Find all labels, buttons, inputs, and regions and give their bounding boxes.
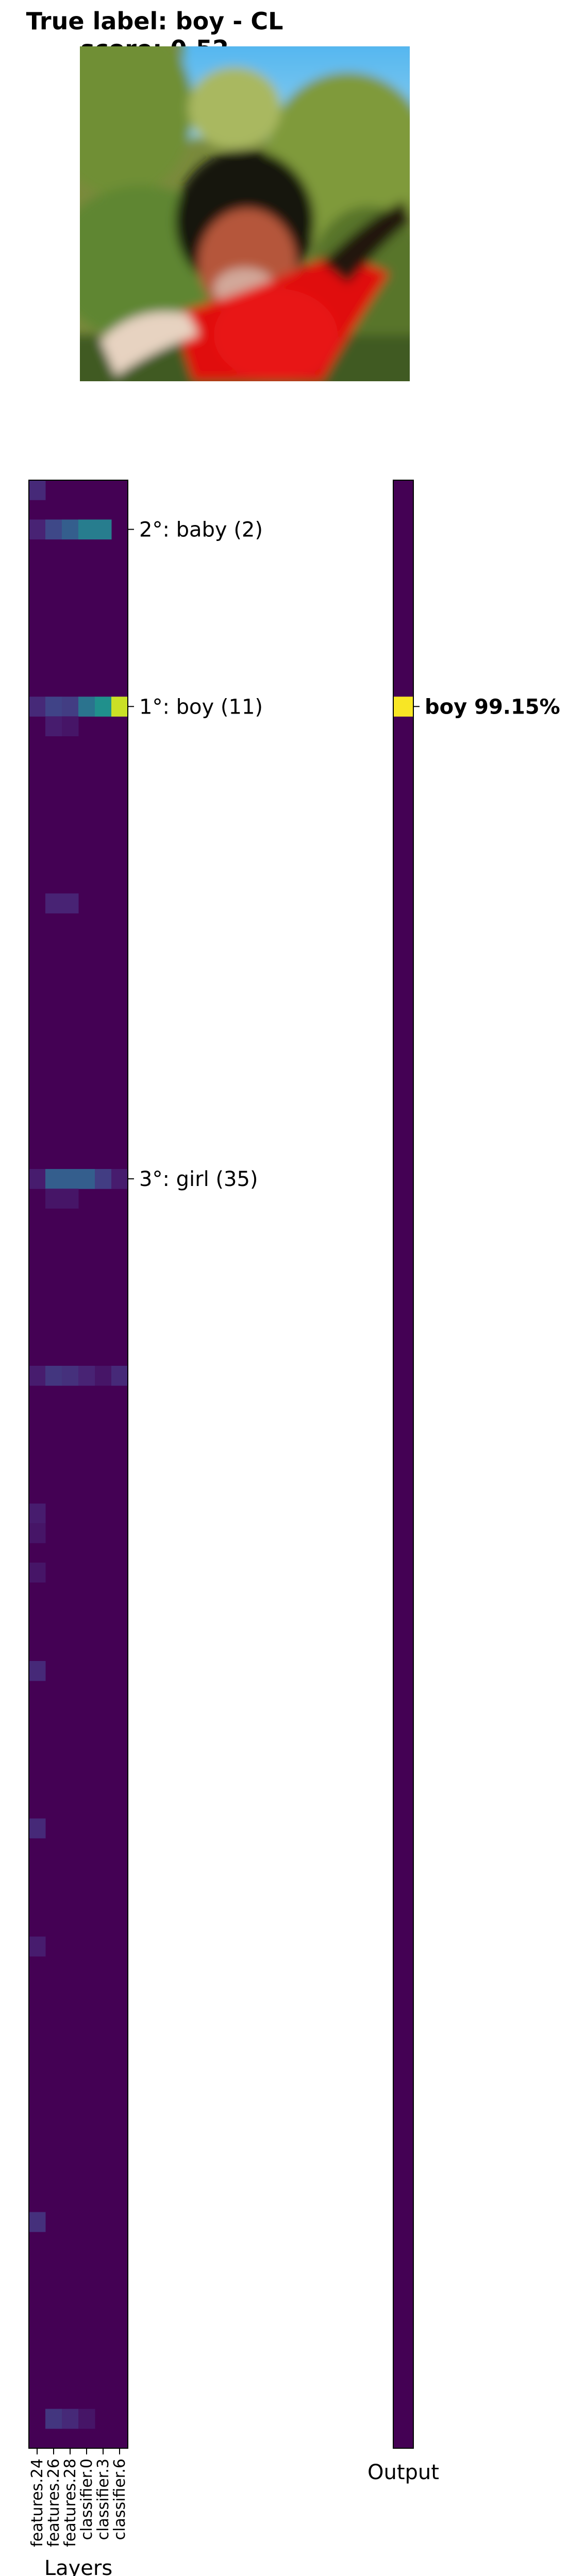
- x-tick-label: classifier.0: [78, 2459, 96, 2540]
- heatmap-cell: [111, 697, 128, 717]
- heatmap-cell: [29, 2212, 46, 2232]
- row-tick-label: 2°: baby (2): [139, 518, 263, 542]
- heatmap-cell: [29, 1661, 46, 1681]
- heatmap-cell: [62, 893, 79, 913]
- heatmap-cell: [95, 519, 112, 539]
- x-tick-label: features.24: [28, 2459, 46, 2547]
- row-tick-label: boy 99.15%: [425, 695, 560, 719]
- heatmap-background: [29, 480, 128, 2448]
- x-tick-label: classifier.3: [94, 2459, 112, 2540]
- heatmap-cell: [62, 519, 79, 539]
- x-tick-label: features.28: [61, 2459, 79, 2547]
- heatmap-cell: [45, 1189, 62, 1209]
- row-tick-label: 3°: girl (35): [139, 1167, 258, 1191]
- heatmap-cell: [29, 480, 46, 500]
- heatmap-cell: [29, 1563, 46, 1583]
- heatmap-cell: [62, 2409, 79, 2429]
- heatmap-cell: [29, 697, 46, 717]
- heatmap-cell: [29, 519, 46, 539]
- heatmap-cell: [29, 1523, 46, 1544]
- heatmap-cell: [62, 697, 79, 717]
- heatmap-cell: [62, 1366, 79, 1386]
- x-tick-label: features.26: [45, 2459, 63, 2547]
- heatmap-background: [393, 480, 413, 2448]
- x-tick-label: classifier.6: [111, 2459, 129, 2540]
- heatmap-cell: [45, 1169, 62, 1189]
- heatmap-cell: [111, 1366, 128, 1386]
- heatmap-cell: [78, 1169, 95, 1189]
- heatmap-cell: [78, 697, 95, 717]
- heatmap-cell: [111, 1169, 128, 1189]
- heatmap-cell: [62, 1189, 79, 1209]
- heatmap-cell: [62, 716, 79, 736]
- output-heatmap-ticks: boy 99.15%: [413, 695, 560, 719]
- heatmap-cell: [95, 697, 112, 717]
- heatmap-cell: [78, 2409, 95, 2429]
- heatmap-cell: [62, 1169, 79, 1189]
- heatmap-cell: [45, 697, 62, 717]
- heatmap-cell: [45, 1366, 62, 1386]
- heatmap-cell: [393, 697, 414, 717]
- heatmap-cell: [29, 1819, 46, 1839]
- layer-heatmap: [29, 480, 128, 2448]
- heatmap-cell: [78, 1366, 95, 1386]
- heatmap-cell: [45, 893, 62, 913]
- heatmap-cell: [29, 1366, 46, 1386]
- heatmap-cell: [45, 519, 62, 539]
- heatmap-cell: [29, 1503, 46, 1523]
- output-axis-label: Output: [367, 2461, 439, 2484]
- layers-axis-label: Layers: [44, 2556, 112, 2576]
- heatmap-cell: [29, 1169, 46, 1189]
- heatmap-cell: [29, 1937, 46, 1957]
- row-tick-label: 1°: boy (11): [139, 695, 263, 719]
- heatmap-cell: [45, 716, 62, 736]
- heatmap-cell: [45, 2409, 62, 2429]
- heatmap-cell: [78, 519, 95, 539]
- heatmap-cell: [95, 1169, 112, 1189]
- heatmap-cell: [95, 1366, 112, 1386]
- output-heatmap: [393, 480, 414, 2448]
